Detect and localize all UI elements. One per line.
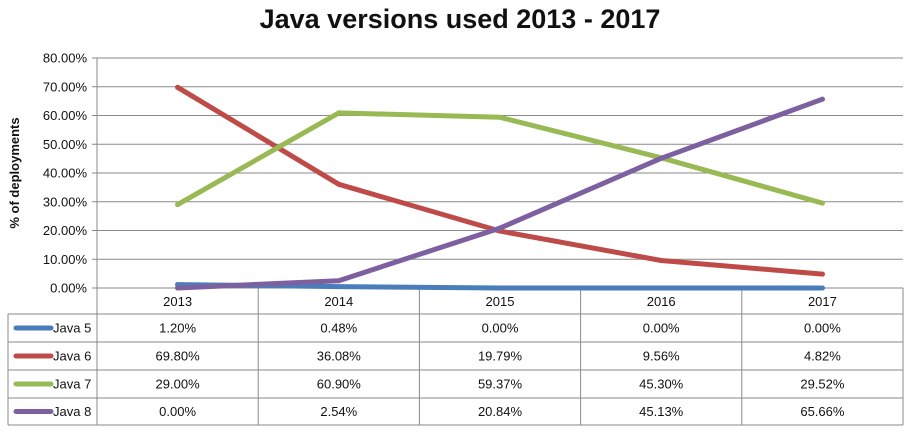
data-point (819, 285, 825, 291)
data-label: 4.82% (804, 349, 841, 364)
data-point (175, 84, 181, 90)
legend-label: Java 5 (53, 321, 91, 336)
data-label: 2.54% (320, 404, 357, 419)
x-tick-label: 2017 (808, 294, 837, 309)
data-label: 59.37% (478, 377, 523, 392)
x-tick-label: 2015 (486, 294, 515, 309)
data-point (819, 96, 825, 102)
data-label: 0.00% (804, 321, 841, 336)
data-label: 19.79% (478, 349, 523, 364)
x-tick-label: 2014 (324, 294, 353, 309)
data-label: 45.13% (639, 404, 684, 419)
data-label: 0.00% (482, 321, 519, 336)
data-label: 0.00% (643, 321, 680, 336)
data-label: 65.66% (800, 404, 845, 419)
y-tick-label: 20.00% (43, 223, 88, 238)
data-label: 0.48% (320, 321, 357, 336)
y-axis-label: % of deployments (7, 117, 22, 228)
data-point (175, 285, 181, 291)
data-point (497, 114, 503, 120)
y-tick-label: 10.00% (43, 252, 88, 267)
data-point (336, 110, 342, 116)
data-point (658, 155, 664, 161)
data-point (336, 181, 342, 187)
y-tick-label: 60.00% (43, 108, 88, 123)
data-point (497, 225, 503, 231)
y-tick-label: 40.00% (43, 166, 88, 181)
data-point (819, 271, 825, 277)
data-point (658, 285, 664, 291)
y-tick-label: 70.00% (43, 79, 88, 94)
data-label: 0.00% (159, 404, 196, 419)
data-label: 1.20% (159, 321, 196, 336)
data-point (336, 278, 342, 284)
y-tick-label: 80.00% (43, 51, 88, 66)
y-tick-label: 30.00% (43, 194, 88, 209)
data-point (497, 285, 503, 291)
legend-label: Java 8 (53, 404, 91, 419)
data-label: 9.56% (643, 349, 680, 364)
data-label: 29.52% (800, 377, 845, 392)
data-point (819, 200, 825, 206)
y-tick-label: 50.00% (43, 137, 88, 152)
legend-label: Java 6 (53, 349, 91, 364)
data-point (336, 284, 342, 290)
legend-label: Java 7 (53, 377, 91, 392)
x-tick-label: 2013 (163, 294, 192, 309)
data-label: 69.80% (156, 349, 201, 364)
chart-title: Java versions used 2013 - 2017 (259, 4, 661, 34)
series-line-java-7 (175, 110, 825, 208)
data-label: 36.08% (317, 349, 362, 364)
data-point (175, 202, 181, 208)
data-point (658, 258, 664, 264)
data-label: 20.84% (478, 404, 523, 419)
data-label: 45.30% (639, 377, 684, 392)
y-tick-label: 0.00% (50, 281, 87, 296)
x-tick-label: 2016 (647, 294, 676, 309)
data-label: 29.00% (156, 377, 201, 392)
data-label: 60.90% (317, 377, 362, 392)
